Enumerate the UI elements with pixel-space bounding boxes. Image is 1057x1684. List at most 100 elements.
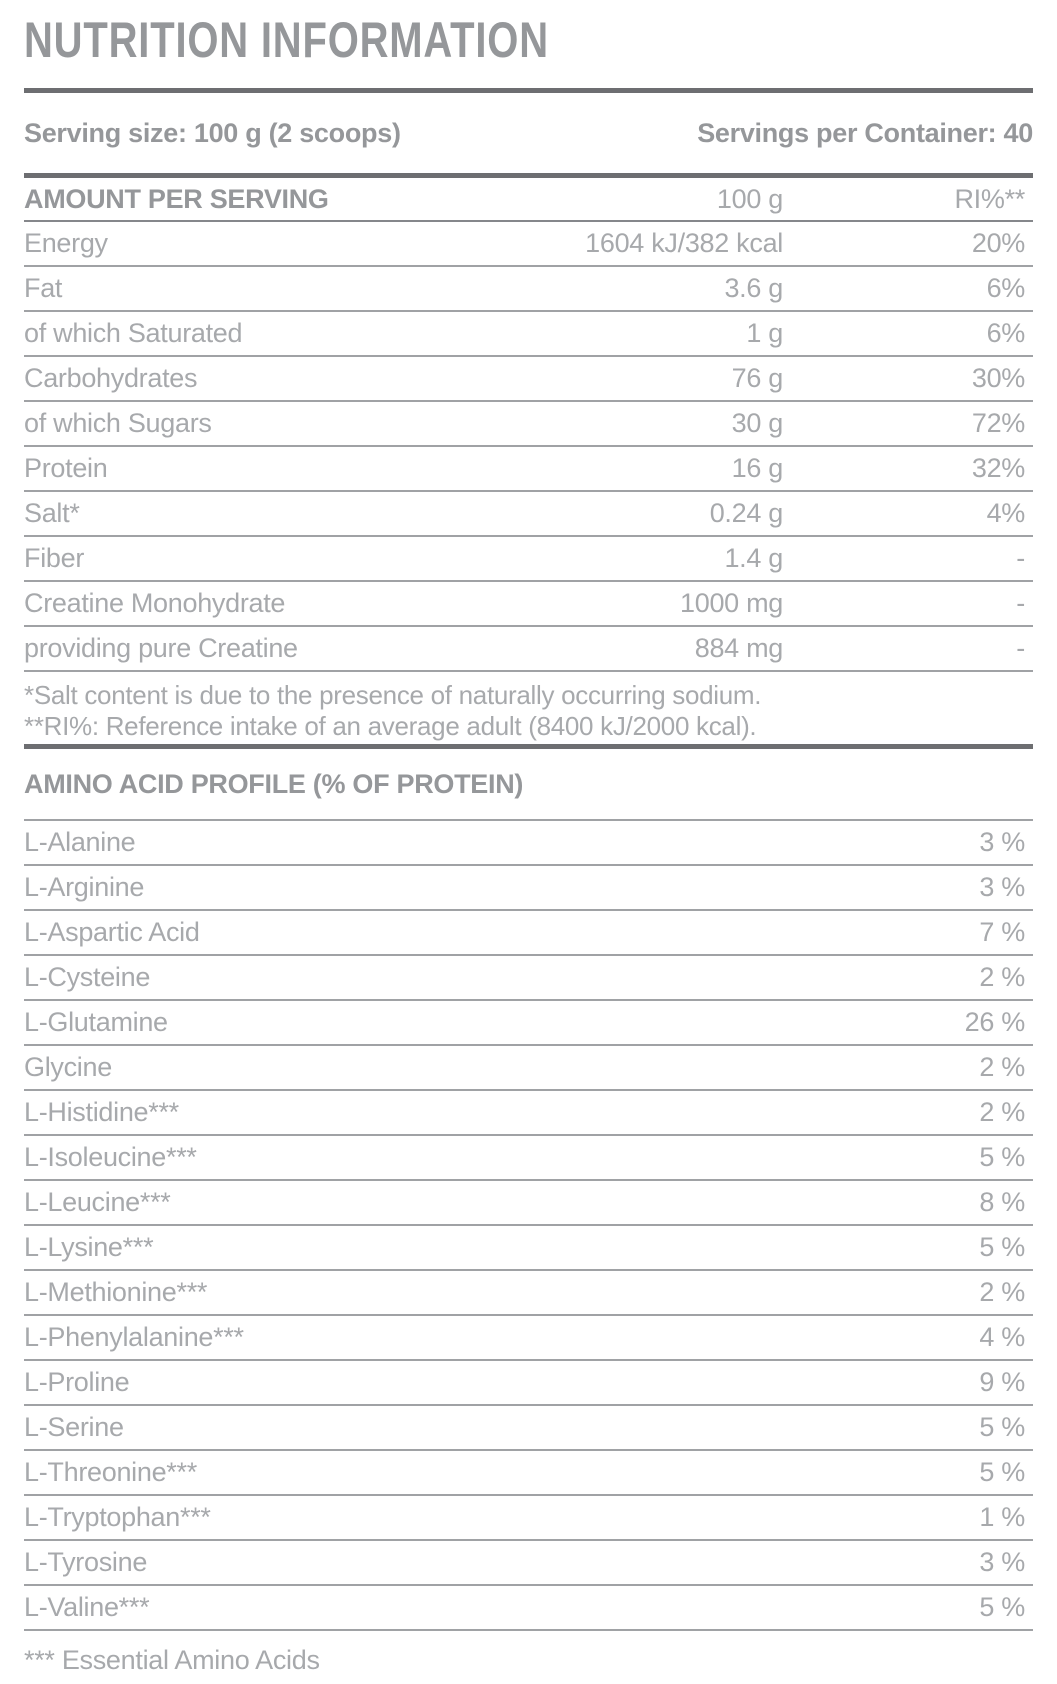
nutrition-row: Creatine Monohydrate 1000 mg - [24, 582, 1033, 627]
amino-name: L-Phenylalanine*** [24, 1322, 244, 1352]
amino-name: L-Isoleucine*** [24, 1142, 197, 1172]
amino-percent: 7 % [979, 917, 1025, 947]
amino-table-body: L-Alanine 3 % L-Arginine 3 % L-Aspartic … [24, 821, 1033, 1631]
title-block: NUTRITION INFORMATION [24, 0, 1033, 88]
nutrient-amount: 76 g [731, 363, 784, 393]
amino-row: L-Threonine*** 5 % [24, 1451, 1033, 1496]
nutrient-amount: 0.24 g [709, 498, 784, 528]
amino-percent: 2 % [979, 1052, 1025, 1082]
amino-row: L-Cysteine 2 % [24, 956, 1033, 1001]
nutrient-amount: 1 g [746, 318, 783, 348]
nutrient-amount: 1604 kJ/382 kcal [585, 228, 783, 258]
amino-row: L-Arginine 3 % [24, 866, 1033, 911]
nutrient-ri-percent: 30% [971, 363, 1025, 393]
footnote-salt: *Salt content is due to the presence of … [24, 680, 762, 710]
amino-percent: 2 % [979, 962, 1025, 992]
nutrient-amount: 3.6 g [724, 273, 783, 303]
nutrition-row: Carbohydrates 76 g 30% [24, 357, 1033, 402]
amino-percent: 8 % [979, 1187, 1025, 1217]
nutrition-row: Protein 16 g 32% [24, 447, 1033, 492]
amino-name: L-Proline [24, 1367, 130, 1397]
nutrition-row: Energy 1604 kJ/382 kcal 20% [24, 222, 1033, 267]
column-header-100g: 100 g [716, 183, 783, 214]
amino-row: L-Isoleucine*** 5 % [24, 1136, 1033, 1181]
amino-name: Glycine [24, 1052, 112, 1082]
nutrient-ri-percent: - [1016, 633, 1025, 663]
amino-name: L-Aspartic Acid [24, 917, 200, 947]
servings-per-container-label: Servings per Container: 40 [697, 117, 1033, 148]
amino-percent: 5 % [979, 1592, 1025, 1622]
amino-row: L-Tyrosine 3 % [24, 1541, 1033, 1586]
amino-percent: 2 % [979, 1097, 1025, 1127]
amino-name: L-Alanine [24, 827, 136, 857]
amino-profile-title: AMINO ACID PROFILE (% OF PROTEIN) [24, 768, 524, 799]
essential-amino-footnote: *** Essential Amino Acids [24, 1645, 320, 1675]
nutrient-ri-percent: 4% [986, 498, 1026, 528]
column-header-amount-per-serving: AMOUNT PER SERVING [24, 183, 329, 214]
nutrient-name: Protein [24, 453, 108, 483]
amino-name: L-Tryptophan*** [24, 1502, 211, 1532]
nutrient-ri-percent: 20% [971, 228, 1025, 258]
nutrient-amount: 16 g [731, 453, 784, 483]
page-title: NUTRITION INFORMATION [24, 12, 549, 68]
nutrient-amount: 884 mg [694, 633, 784, 663]
amino-name: L-Arginine [24, 872, 145, 902]
amino-row: L-Aspartic Acid 7 % [24, 911, 1033, 956]
amino-name: L-Glutamine [24, 1007, 168, 1037]
amino-percent: 3 % [979, 827, 1025, 857]
amino-name: L-Valine*** [24, 1592, 150, 1622]
nutrition-row: Salt* 0.24 g 4% [24, 492, 1033, 537]
nutrition-row: of which Sugars 30 g 72% [24, 402, 1033, 447]
amino-name: L-Tyrosine [24, 1547, 148, 1577]
nutrition-row: Fiber 1.4 g - [24, 537, 1033, 582]
amino-row: L-Proline 9 % [24, 1361, 1033, 1406]
amino-row: L-Alanine 3 % [24, 821, 1033, 866]
amino-percent: 26 % [964, 1007, 1026, 1037]
column-header-ri: RI%** [954, 183, 1025, 214]
nutrient-name: of which Saturated [24, 318, 243, 348]
nutrient-name: Fiber [24, 543, 85, 573]
amino-row: L-Leucine*** 8 % [24, 1181, 1033, 1226]
nutrient-amount: 1000 mg [680, 588, 783, 618]
amino-row: L-Histidine*** 2 % [24, 1091, 1033, 1136]
amino-name: L-Threonine*** [24, 1457, 197, 1487]
serving-size-label: Serving size: 100 g (2 scoops) [24, 117, 401, 148]
serving-info-row: Serving size: 100 g (2 scoops) Servings … [24, 93, 1033, 173]
nutrient-ri-percent: - [1016, 588, 1025, 618]
nutrient-ri-percent: 72% [971, 408, 1025, 438]
amino-name: L-Leucine*** [24, 1187, 171, 1217]
amino-row: L-Valine*** 5 % [24, 1586, 1033, 1631]
nutrition-table-header: AMOUNT PER SERVING 100 g RI%** [24, 178, 1033, 222]
nutrient-ri-percent: - [1016, 543, 1025, 573]
amino-name: L-Serine [24, 1412, 124, 1442]
nutrition-row: providing pure Creatine 884 mg - [24, 627, 1033, 672]
amino-percent: 5 % [979, 1412, 1025, 1442]
nutrient-ri-percent: 32% [971, 453, 1025, 483]
amino-percent: 1 % [979, 1502, 1025, 1532]
amino-name: L-Methionine*** [24, 1277, 208, 1307]
nutrient-name: Salt* [24, 498, 80, 528]
amino-row: L-Serine 5 % [24, 1406, 1033, 1451]
amino-name: L-Cysteine [24, 962, 151, 992]
amino-row: Glycine 2 % [24, 1046, 1033, 1091]
amino-percent: 9 % [979, 1367, 1025, 1397]
nutrient-name: of which Sugars [24, 408, 212, 438]
divider-serving [24, 173, 1033, 178]
amino-row: L-Tryptophan*** 1 % [24, 1496, 1033, 1541]
nutrition-row: of which Saturated 1 g 6% [24, 312, 1033, 357]
amino-name: L-Lysine*** [24, 1232, 154, 1262]
nutrient-name: Energy [24, 228, 108, 258]
amino-row: L-Methionine*** 2 % [24, 1271, 1033, 1316]
nutrient-name: Creatine Monohydrate [24, 588, 286, 618]
nutrient-ri-percent: 6% [986, 273, 1026, 303]
amino-row: L-Phenylalanine*** 4 % [24, 1316, 1033, 1361]
amino-header-rule [24, 819, 1033, 821]
nutrition-footnotes: *Salt content is due to the presence of … [24, 672, 1033, 744]
nutrient-name: providing pure Creatine [24, 633, 298, 663]
amino-row: L-Glutamine 26 % [24, 1001, 1033, 1046]
nutrient-name: Fat [24, 273, 63, 303]
amino-percent: 5 % [979, 1142, 1025, 1172]
nutrition-row: Fat 3.6 g 6% [24, 267, 1033, 312]
divider-amino [24, 744, 1033, 749]
